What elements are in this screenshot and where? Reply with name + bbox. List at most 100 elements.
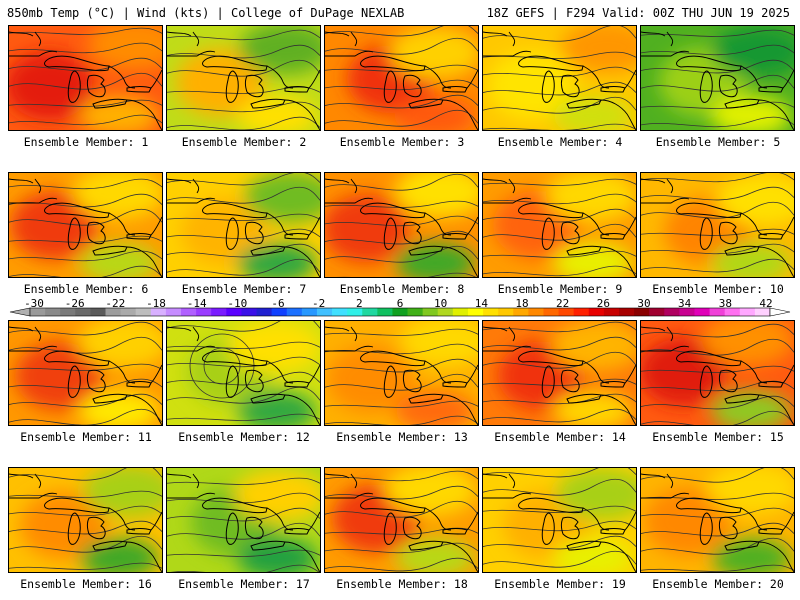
height-contour	[641, 492, 794, 500]
secondary-region	[711, 243, 791, 277]
political-border	[641, 178, 794, 236]
height-contour	[325, 64, 478, 72]
colorbar-swatch	[377, 308, 393, 316]
gradient-region	[73, 173, 162, 219]
temperature-field-14	[483, 321, 636, 425]
colorbar-swatch	[181, 308, 197, 316]
ensemble-member-map-19	[482, 467, 637, 573]
height-contour	[483, 96, 636, 114]
warm-anomaly	[181, 198, 269, 266]
height-contour	[641, 507, 794, 519]
ensemble-member-map-7	[166, 172, 321, 278]
height-contour	[167, 86, 320, 94]
height-contour	[9, 250, 162, 262]
height-contour	[483, 550, 636, 568]
coastline	[34, 31, 162, 130]
height-contour	[641, 258, 794, 273]
gradient-region	[385, 468, 477, 516]
height-contour	[9, 505, 162, 517]
temperature-field-5	[641, 26, 794, 130]
height-contour	[167, 228, 320, 240]
secondary-region	[711, 538, 791, 572]
coastline	[508, 178, 636, 277]
height-contour	[483, 208, 636, 223]
political-border	[167, 31, 320, 89]
height-contour	[9, 99, 162, 107]
height-contour	[325, 400, 478, 408]
ensemble-member-map-14	[482, 320, 637, 426]
colorbar-swatch	[498, 308, 514, 316]
height-contour	[167, 492, 320, 504]
colorbar-swatch	[90, 308, 106, 316]
temperature-field-16	[9, 468, 162, 572]
height-contour	[167, 341, 320, 349]
ensemble-member-label: Ensemble Member: 9	[497, 282, 623, 296]
secondary-region	[237, 538, 317, 572]
colorbar-tick-label: -26	[64, 297, 85, 310]
coastline	[666, 326, 794, 425]
ensemble-member-label: Ensemble Member: 4	[497, 135, 623, 149]
height-contour	[641, 380, 794, 392]
height-contour	[641, 323, 794, 338]
political-border	[325, 178, 478, 236]
colorbar-swatch	[316, 308, 333, 316]
coastline	[192, 178, 320, 277]
warm-anomaly	[176, 48, 264, 117]
colorbar-tick-label: 2	[356, 297, 363, 310]
secondary-region	[553, 96, 633, 130]
colorbar-max-arrow	[769, 307, 791, 317]
colorbar-swatch	[165, 308, 182, 316]
temperature-field-11	[9, 321, 162, 425]
height-contour	[167, 413, 320, 421]
coastline	[350, 31, 478, 130]
colorbar-swatch	[211, 308, 227, 316]
height-contour	[167, 522, 320, 540]
great-lakes-outline	[676, 55, 784, 109]
ensemble-member-map-20	[640, 467, 795, 573]
colorbar-swatch	[483, 308, 499, 316]
height-contour	[641, 59, 794, 74]
height-contour	[483, 81, 636, 96]
political-border	[167, 473, 320, 531]
secondary-region	[553, 538, 633, 572]
height-contour	[483, 478, 636, 496]
height-contour	[167, 29, 320, 41]
height-contour	[483, 223, 636, 241]
ensemble-member-label: Ensemble Member: 18	[336, 577, 468, 591]
ensemble-member-map-15	[640, 320, 795, 426]
height-contour	[325, 109, 478, 127]
colorbar-swatch	[709, 308, 726, 316]
ensemble-member-map-13	[324, 320, 479, 426]
great-lakes-outline	[44, 55, 152, 109]
colorbar-tick-label: 6	[396, 297, 404, 310]
height-contour	[9, 72, 162, 90]
height-contour	[325, 215, 478, 227]
ensemble-member-label: Ensemble Member: 17	[178, 577, 310, 591]
coastline	[34, 473, 162, 572]
colorbar-swatch	[664, 308, 680, 316]
height-contour	[9, 490, 162, 498]
ensemble-member-label: Ensemble Member: 13	[336, 430, 468, 444]
height-contour	[641, 116, 794, 128]
great-lakes-outline	[360, 350, 468, 404]
height-contour	[483, 351, 636, 369]
colorbar-swatch	[135, 308, 152, 316]
political-border	[9, 326, 162, 384]
political-border	[641, 473, 794, 531]
great-lakes-outline	[44, 350, 152, 404]
colorbar-swatch	[618, 308, 635, 316]
height-contour	[325, 37, 478, 55]
height-contour	[641, 522, 794, 537]
ensemble-member-map-12	[166, 320, 321, 426]
height-contour	[483, 535, 636, 550]
model-run-valid-time: 18Z GEFS | F294 Valid: 00Z THU JUN 19 20…	[486, 6, 790, 20]
colorbar-swatch	[120, 308, 137, 316]
coastline	[350, 473, 478, 572]
gradient-region	[400, 321, 478, 367]
colorbar-tick-label: 30	[637, 297, 651, 310]
political-border	[641, 31, 794, 89]
temperature-field-13	[325, 321, 478, 425]
great-lakes-outline	[44, 202, 152, 256]
coastline	[192, 31, 320, 130]
gradient-region	[88, 26, 162, 70]
